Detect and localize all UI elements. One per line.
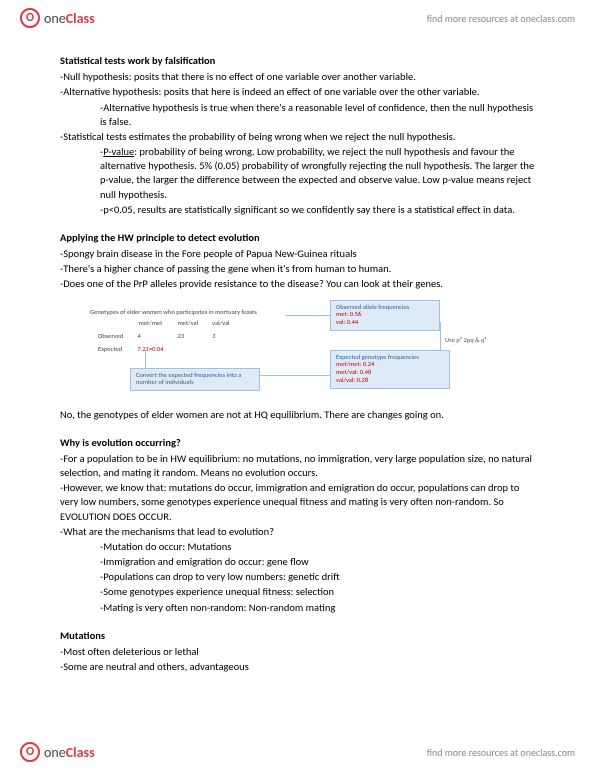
tbl-r1-c1: 4 [131,331,169,342]
brand-logo: O oneClass [20,8,95,28]
s2-conclusion: No, the genotypes of elder women are not… [60,408,535,422]
tbl-r2-c2 [172,344,205,355]
exp-l3: val/val: 0.28 [336,377,444,385]
observed-box: Observed allele frequencies met: 0.56 va… [330,300,440,331]
footer-logo-icon: O [20,742,40,762]
header-link[interactable]: find more resources at oneclass.com [427,12,575,25]
s1-l3: -Alternative hypothesis is true when the… [60,101,535,129]
s1-l4: -Statistical tests estimates the probabi… [60,130,535,144]
logo-one: one [44,10,66,27]
logo-icon: O [20,8,40,28]
tbl-r1-c3: 3 [206,331,235,342]
section4-title: Mutations [60,629,535,643]
tbl-title: Genotypes of elder women who participate… [90,308,257,317]
tbl-r1-c2: 23 [172,331,205,342]
footer-logo: O oneClass [20,742,95,762]
section2-title: Applying the HW principle to detect evol… [60,231,535,245]
logo-class: Class [66,10,95,27]
s2-l3: -Does one of the PrP alleles provide res… [60,277,535,291]
genotype-table: Genotypes of elder women who participate… [90,308,257,357]
tbl-r2-c3 [206,344,235,355]
document-body: Statistical tests work by falsification … [0,36,595,685]
tbl-r2-label: Expected [92,344,129,355]
s3-l2: -However, we know that: mutations do occ… [60,481,535,524]
tbl-h2: met/val [172,318,205,329]
s3-b1: -Mutation do occur: Mutations [60,540,535,554]
s1-l5b: : probability of being wrong. Low probab… [100,145,534,201]
s3-b4: -Some genotypes experience unequal fitne… [60,585,535,599]
s3-l1: -For a population to be in HW equilibriu… [60,452,535,480]
logo-text: oneClass [44,10,95,27]
expected-box: Expected genotype frequencies met/met: 0… [330,350,450,389]
arrow-3 [260,375,330,376]
tbl-h1: met/met [131,318,169,329]
hw-formula: Use p² 2pq & q² [445,336,487,345]
arrow-1 [285,315,330,316]
s2-l1: -Spongy brain disease in the Fore people… [60,247,535,261]
s2-l2: -There's a higher chance of passing the … [60,262,535,276]
convert-box: Convert the expected frequencies into a … [130,368,260,392]
s4-l2: -Some are neutral and others, advantageo… [60,660,535,674]
footer-logo-text: oneClass [44,744,95,761]
obs-l2: val: 0.44 [336,319,434,327]
tbl-h3: val/val [206,318,235,329]
s4-l1: -Most often deleterious or lethal [60,645,535,659]
s3-b2: -Immigration and emigration do occur: ge… [60,555,535,569]
arrow-2 [440,322,441,350]
s1-l1: -Null hypothesis: posits that there is n… [60,70,535,84]
tbl-r2-c1: 7.21=0.04 [131,344,169,355]
footer-logo-one: one [44,744,66,761]
page-footer: O oneClass find more resources at onecla… [0,734,595,770]
arrow-4 [145,350,146,368]
s3-b3: -Populations can drop to very low number… [60,570,535,584]
page-header: O oneClass find more resources at onecla… [0,0,595,36]
s1-l2: -Alternative hypothesis: posits that her… [60,85,535,99]
section1-title: Statistical tests work by falsification [60,54,535,68]
footer-logo-class: Class [66,744,95,761]
tbl-r1-label: Observed [92,331,129,342]
section3-title: Why is evolution occurring? [60,436,535,450]
s1-l6: -p<0.05, results are statistically signi… [60,203,535,217]
s1-l5-pvalue: P-value [103,145,134,158]
s3-l3: -What are the mechanisms that lead to ev… [60,525,535,539]
hw-diagram: Genotypes of elder women who participate… [90,300,535,400]
footer-link[interactable]: find more resources at oneclass.com [427,746,575,759]
s1-l5: -P-value: probability of being wrong. Lo… [60,145,535,202]
s3-b5: -Mating is very often non-random: Non-ra… [60,601,535,615]
